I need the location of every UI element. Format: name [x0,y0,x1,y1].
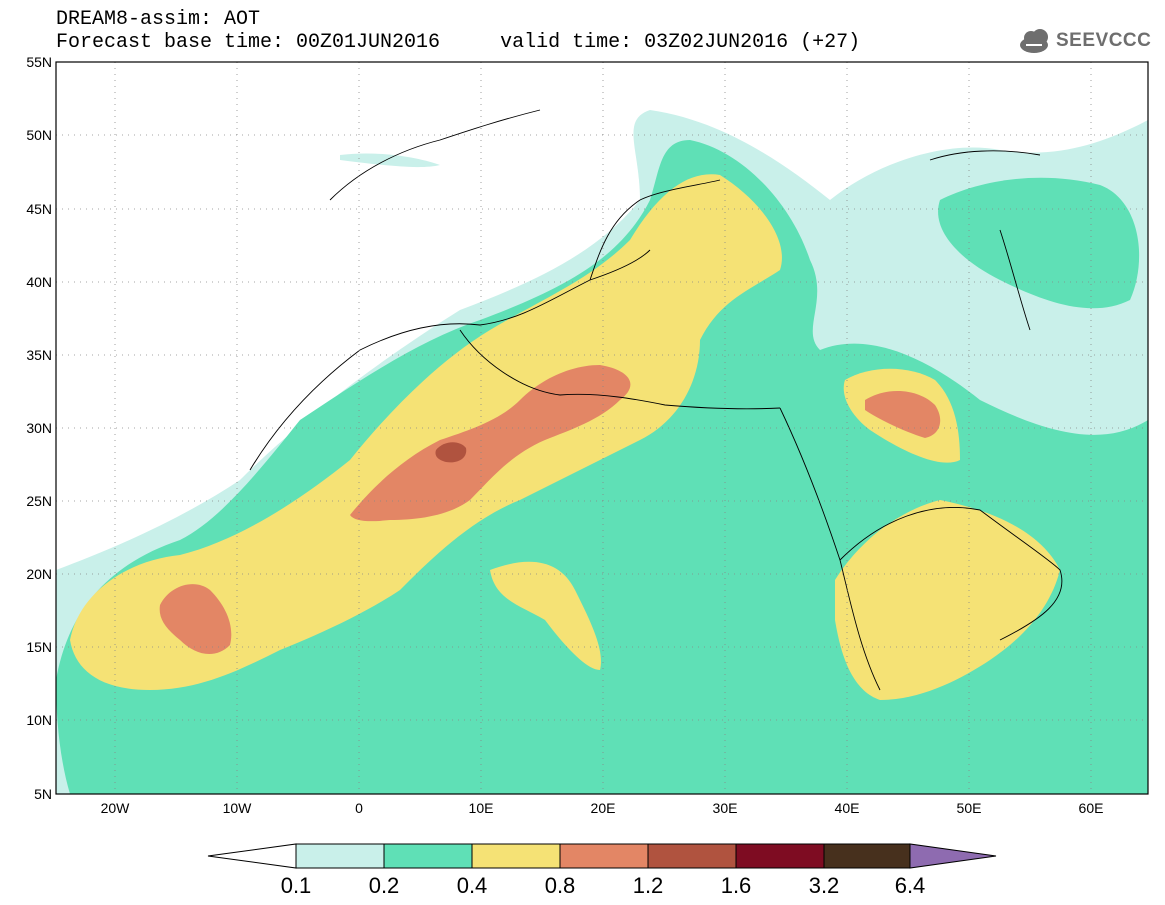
lon-label: 20E [591,800,616,816]
lat-label: 55N [26,54,52,70]
lon-label: 60E [1079,800,1104,816]
colorbar-label: 0.8 [545,873,576,898]
lat-label: 15N [26,639,52,655]
colorbar-segment [735,843,825,869]
colorbar-low-arrow [207,843,297,869]
gridlines [56,62,1148,794]
aot-level-0.4-chad [490,561,601,670]
colorbar-label: 0.1 [281,873,312,898]
colorbar-segment [647,843,737,869]
lat-label: 5N [34,786,52,802]
map-frame [55,61,1149,795]
aot-level-0.8-west [159,584,232,655]
colorbar-segment [559,843,649,869]
cloud-logo-icon [1020,29,1048,53]
lon-label: 0 [355,800,363,816]
colorbar-label: 6.4 [895,873,926,898]
colorbar-segment [471,843,561,869]
lat-label: 50N [26,127,52,143]
colorbar: 0.1 0.2 0.4 0.8 1.2 1.6 3.2 6.4 [207,843,997,898]
lon-label: 10E [469,800,494,816]
aot-level-0.4-sahara [70,174,782,691]
colorbar-label: 3.2 [809,873,840,898]
lat-label: 30N [26,420,52,436]
lat-label: 25N [26,493,52,509]
latitude-labels: 55N 50N 45N 40N 35N 30N 25N 20N 15N 10N … [26,54,52,802]
lat-label: 10N [26,712,52,728]
colorbar-segment [383,843,473,869]
lon-label: 40E [835,800,860,816]
aot-level-0.2-caspian [938,177,1140,309]
lat-label: 20N [26,566,52,582]
colorbar-label: 0.4 [457,873,488,898]
colorbar-segment [823,843,911,869]
lat-label: 40N [26,274,52,290]
forecast-time-subtitle: Forecast base time: 00Z01JUN2016 valid t… [56,31,861,54]
lat-label: 45N [26,201,52,217]
logo-text: SEEVCCC [1056,30,1152,51]
lon-label: 10W [223,800,253,816]
lon-label: 20W [101,800,131,816]
longitude-labels: 20W 10W 0 10E 20E 30E 40E 50E 60E [101,800,1104,816]
coastlines [249,109,1063,691]
dust-field [56,62,1148,794]
aot-level-0.4-arabia [835,500,1060,700]
lon-label: 50E [957,800,982,816]
colorbar-high-arrow [909,843,997,869]
colorbar-label: 0.2 [369,873,400,898]
aot-level-0.8-sahara [350,365,631,522]
aot-level-0.1-europe [340,153,440,168]
colorbar-segment [295,843,385,869]
colorbar-label: 1.2 [633,873,664,898]
lon-label: 30E [713,800,738,816]
aot-level-1.2 [435,442,467,463]
aot-level-0.8-iraq [865,390,941,438]
chart-title: DREAM8-assim: AOT [56,8,261,31]
colorbar-label: 1.6 [721,873,752,898]
lat-label: 35N [26,347,52,363]
